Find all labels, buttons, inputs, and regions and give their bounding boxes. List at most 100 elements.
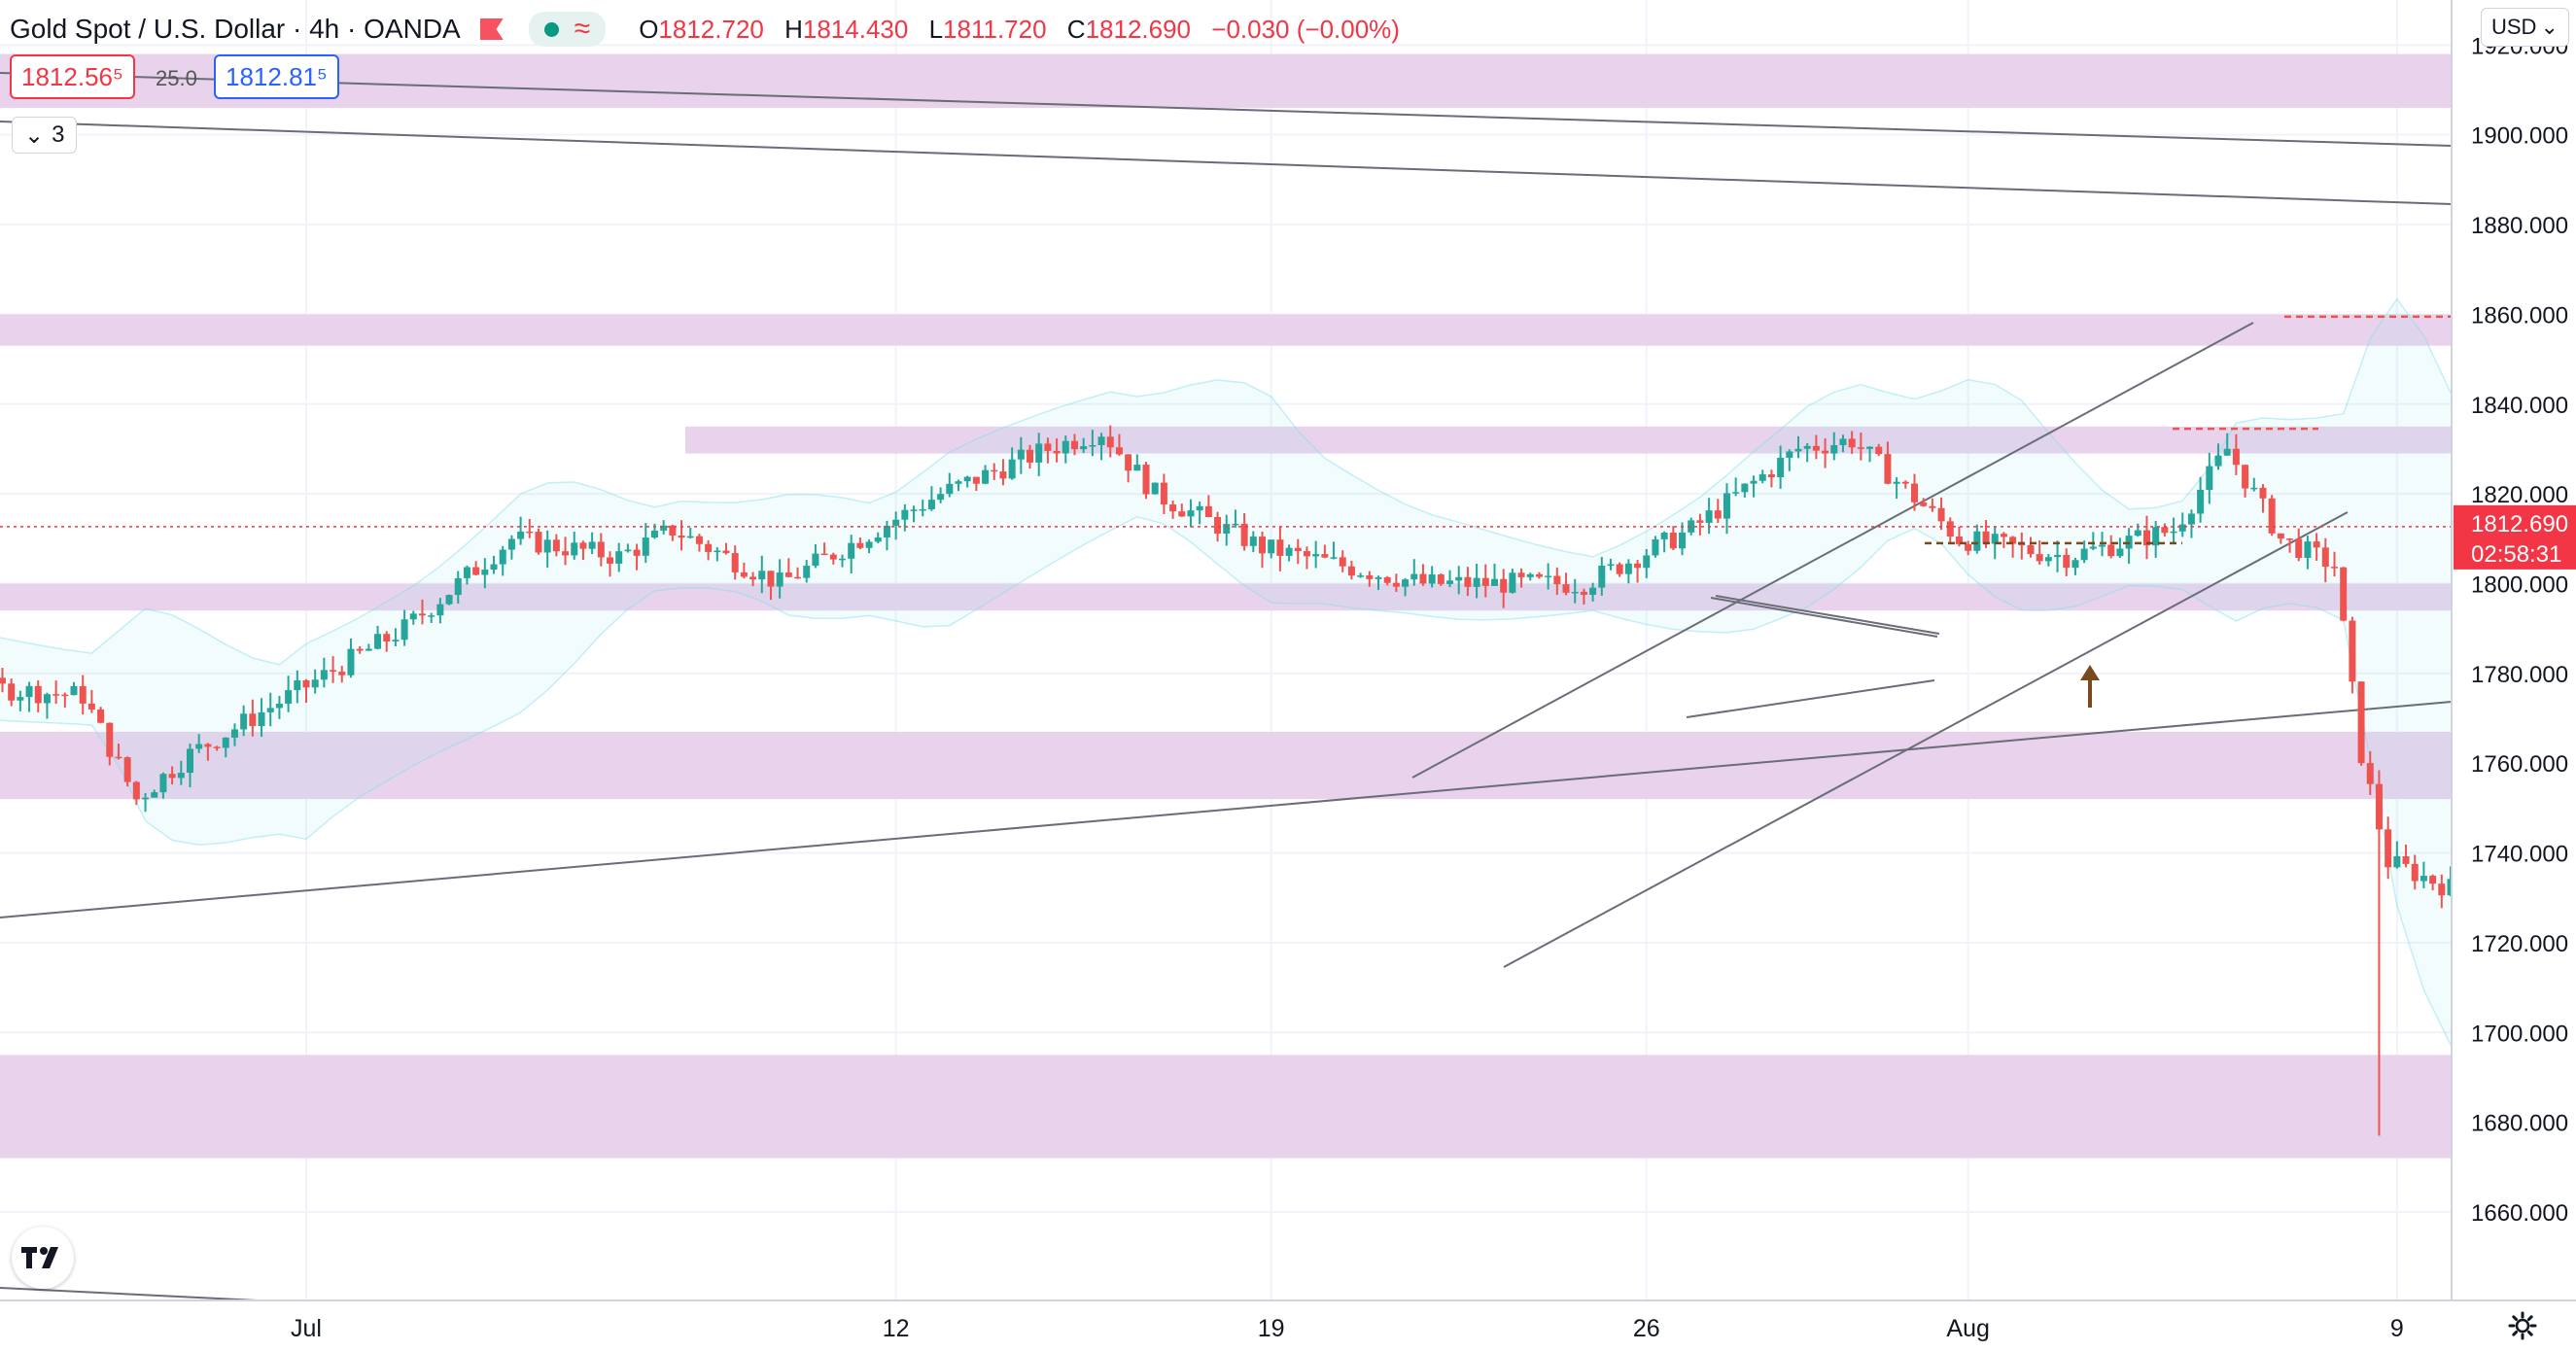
indicators-toggle-button[interactable]: ⌄ 3 [12,117,78,154]
candle-body [1285,547,1293,556]
candle-body [1070,440,1078,450]
candle-body [1178,511,1186,517]
candle-body [2268,498,2276,534]
candle-body [803,566,811,578]
candle-body [409,613,417,620]
candle-body [1652,538,1659,556]
candle-body [472,567,480,575]
candle-body [597,541,605,558]
candle-body [1562,584,1570,593]
trendline [0,1287,259,1301]
candle-body [1535,573,1543,577]
candle-body [1714,510,1722,519]
candle-body [1142,465,1150,495]
candle-body [2286,538,2294,540]
tradingview-logo-icon[interactable] [12,1227,74,1289]
candle-body [1777,457,1785,478]
candle-body [2277,533,2284,539]
candle-body [266,708,274,712]
candle-body [946,483,954,495]
currency-selector[interactable]: USD ⌄ [2481,8,2569,47]
candle-body [400,619,408,641]
candle-body [1455,576,1463,581]
sr-zone [0,314,2452,346]
candle-body [2232,448,2240,466]
candle-body [526,531,534,534]
candle-body [972,476,980,484]
candle-body [97,709,105,723]
chevron-down-icon: ⌄ [2540,15,2559,39]
candle-body [1366,575,1374,579]
candle-body [87,703,95,710]
candle-body [2349,620,2356,682]
price-axis[interactable]: 1920.0001900.0001880.0001860.0001840.000… [2451,0,2576,1351]
settings-gear-icon[interactable] [2503,1306,2542,1345]
candle-body [2304,541,2312,558]
candle-body [1660,533,1668,539]
chevron-down-icon: ⌄ [24,121,45,149]
candle-body [883,525,890,537]
candle-body [1679,532,1687,549]
candle-body [1133,465,1141,471]
candle-body [1017,449,1025,460]
candle-body [2340,567,2348,621]
candle-body [1982,531,1990,544]
candle-body [294,679,301,691]
candle-body [25,685,33,698]
candle-body [2000,534,2007,537]
buy-price-button[interactable]: 1812.81⁵ [214,54,339,99]
indicators-count: 3 [52,121,65,148]
price-tick-label: 1900.000 [2471,123,2568,150]
candle-body [2250,487,2258,490]
candle-body [311,679,319,688]
candle-body [2223,448,2231,456]
candle-body [1080,446,1088,450]
candle-body [383,634,391,641]
flag-icon[interactable] [479,18,504,40]
candle-body [749,576,757,580]
candle-body [151,792,158,798]
candle-body [1481,577,1489,586]
price-tick-label: 1740.000 [2471,842,2568,868]
candle-body [1509,572,1516,593]
candle-body [2206,466,2213,491]
candle-body [481,569,489,575]
market-status-pill[interactable]: ≈ [528,12,607,47]
trendline [0,121,2453,205]
candle-body [1428,574,1436,584]
candle-body [2018,543,2026,546]
candle-body [991,469,998,472]
candle-body [1607,564,1615,567]
bollinger-band-area [0,297,2576,1078]
candle-body [1937,507,1945,522]
candle-body [650,530,658,538]
symbol-title[interactable]: Gold Spot / U.S. Dollar · 4h · OANDA [10,14,461,44]
candle-body [52,694,60,696]
candle-body [2242,465,2249,489]
time-axis[interactable]: 25Jul121926Aug91623Sep7 [0,1299,2576,1351]
candle-body [1268,539,1275,554]
open-value: 1812.720 [658,14,764,44]
candle-body [1214,516,1222,534]
candle-body [848,542,855,559]
candle-body [2393,855,2401,868]
candle-body [258,711,265,727]
candle-body [115,756,122,759]
candle-body [1723,493,1730,519]
time-tick-label: 19 [1258,1315,1285,1342]
candle-body [2295,538,2303,558]
sell-price-button[interactable]: 1812.56⁵ [10,54,135,99]
candle-body [418,613,426,616]
candle-body [2080,548,2088,561]
candle-body [1249,537,1257,546]
candle-body [2187,513,2195,525]
bollinger-band [0,297,2576,1078]
candle-body [517,531,525,539]
candle-body [1866,446,1874,449]
candle-body [454,577,462,596]
candle-body [1741,483,1749,493]
candle-body [910,509,918,511]
candle-body [2161,527,2169,534]
candle-body [1276,539,1284,556]
